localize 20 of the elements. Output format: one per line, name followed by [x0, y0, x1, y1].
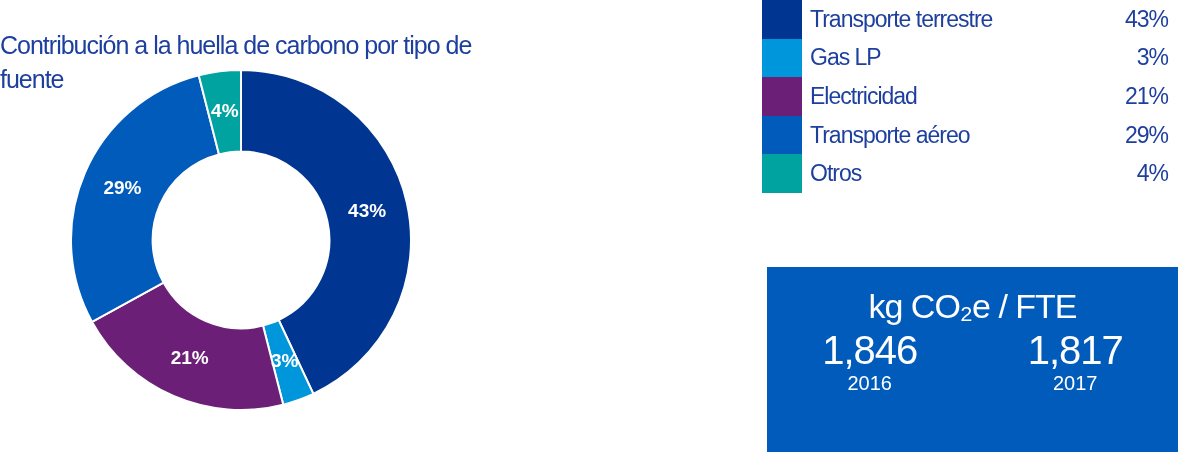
text: 43% [1124, 5, 1168, 32]
data-label: 43% [348, 200, 387, 222]
text: 4% [1136, 160, 1168, 187]
legend-label: Transporte aéreo [809, 121, 971, 149]
text: 21% [1124, 82, 1168, 109]
legend-label: Gas LP [809, 44, 882, 72]
legend-label: Electricidad [809, 82, 918, 110]
legend-label: Transporte terrestre [809, 5, 994, 33]
data-label: 1,846 [821, 328, 919, 372]
data-label: 1,817 [1026, 328, 1124, 372]
text: kg CO₂e / FTE [867, 287, 1078, 326]
text: Contribución a la huella de carbono por tipo de fuente [0, 30, 473, 95]
data-label: 21% [170, 346, 209, 368]
legend-label: Otros [809, 160, 863, 188]
data-label: 4% [211, 100, 239, 122]
text: 29% [1124, 121, 1168, 148]
data-label: 29% [103, 176, 142, 198]
text: 3% [1136, 44, 1168, 71]
category-label: 2017 [1052, 372, 1099, 395]
category-label: 2016 [846, 372, 893, 395]
